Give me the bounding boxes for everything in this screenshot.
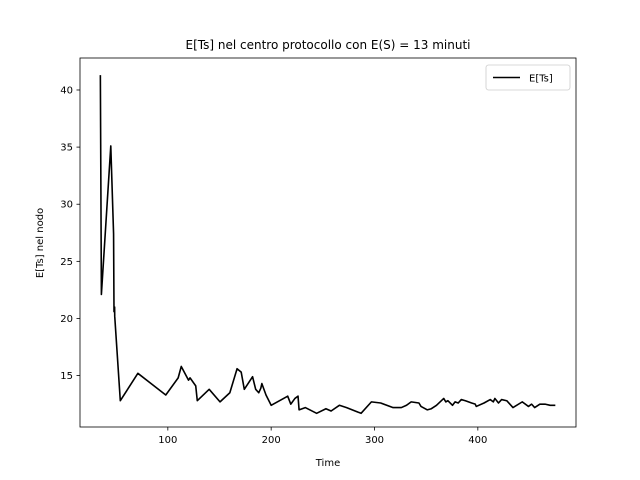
chart-title: E[Ts] nel centro protocollo con E(S) = 1… bbox=[185, 38, 470, 52]
series-line-0 bbox=[99, 75, 556, 415]
plot-area: 100 200 300 400 15 20 25 30 35 40 bbox=[60, 57, 577, 446]
legend: E[Ts] bbox=[485, 64, 571, 91]
y-tick-label: 40 bbox=[60, 85, 73, 96]
y-tick-label: 30 bbox=[60, 200, 73, 211]
x-tick-label: 100 bbox=[158, 435, 177, 446]
y-tick-label: 35 bbox=[60, 143, 73, 154]
legend-box bbox=[485, 64, 571, 91]
y-tick-label: 20 bbox=[60, 314, 73, 325]
y-axis-label: E[Ts] nel nodo bbox=[35, 208, 46, 278]
x-tick-label: 200 bbox=[262, 435, 281, 446]
legend-label: E[Ts] bbox=[529, 74, 553, 85]
plot-frame bbox=[79, 57, 577, 428]
x-axis-label: Time bbox=[315, 458, 340, 469]
x-tick-label: 400 bbox=[468, 435, 487, 446]
y-tick-label: 25 bbox=[60, 257, 73, 268]
x-tick-label: 300 bbox=[365, 435, 384, 446]
y-tick-label: 15 bbox=[60, 371, 73, 382]
